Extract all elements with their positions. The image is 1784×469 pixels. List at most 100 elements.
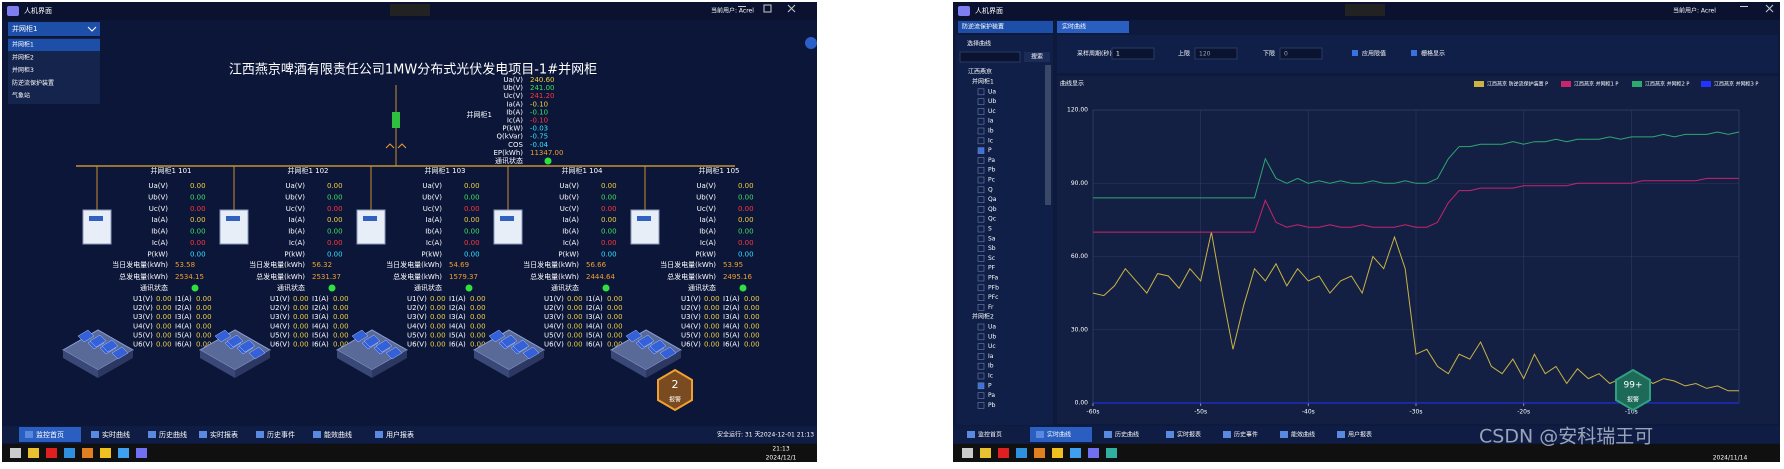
- checkbox[interactable]: [977, 392, 985, 399]
- tab-icon[interactable]: [1223, 431, 1231, 438]
- tab-icon[interactable]: [967, 431, 975, 438]
- tab-icon[interactable]: [313, 431, 321, 438]
- upper-input[interactable]: [1194, 47, 1238, 60]
- checkbox[interactable]: [977, 284, 985, 292]
- checkbox[interactable]: [977, 215, 985, 223]
- taskbar-icon[interactable]: [118, 448, 129, 458]
- checkbox[interactable]: [977, 206, 985, 213]
- tab-icon[interactable]: [1337, 431, 1345, 438]
- close[interactable]: [787, 4, 796, 13]
- checkbox[interactable]: [977, 88, 985, 96]
- string-voltage-value: 0.00: [156, 322, 172, 330]
- checkbox[interactable]: [977, 225, 985, 233]
- checkbox[interactable]: [977, 117, 985, 125]
- string-voltage-value: 0.00: [293, 304, 309, 312]
- alarm-badge[interactable]: [1615, 368, 1651, 412]
- search-box[interactable]: [959, 51, 1021, 63]
- checkbox[interactable]: [977, 245, 985, 252]
- maximize[interactable]: [763, 4, 772, 13]
- tree-item: Ib: [988, 128, 994, 135]
- taskbar-icon[interactable]: [1034, 448, 1045, 458]
- checkbox[interactable]: [977, 274, 985, 282]
- taskbar-icon[interactable]: [82, 448, 93, 458]
- taskbar-icon[interactable]: [100, 448, 111, 458]
- taskbar-icon[interactable]: [1106, 448, 1117, 458]
- y-tick-label: 60.00: [1071, 253, 1088, 260]
- taskbar-icon[interactable]: [10, 448, 21, 458]
- checkbox[interactable]: [977, 382, 985, 390]
- checkbox[interactable]: [977, 166, 985, 174]
- taskbar-icon[interactable]: [28, 448, 39, 458]
- total-energy-value: 2531.37: [312, 273, 341, 281]
- tab[interactable]: [1057, 21, 1129, 33]
- taskbar-icon[interactable]: [136, 448, 147, 458]
- tree-item: Uc: [988, 343, 996, 350]
- checkbox[interactable]: [977, 255, 985, 262]
- period-select[interactable]: [1111, 47, 1155, 60]
- taskbar-icon[interactable]: [1016, 448, 1027, 458]
- string-voltage-label: U3(V): [407, 313, 427, 321]
- checkbox[interactable]: [977, 108, 985, 115]
- string-voltage-label: U5(V): [681, 331, 701, 339]
- series-line: [1093, 131, 1740, 199]
- tree-item: P: [988, 147, 992, 154]
- tab-icon[interactable]: [256, 431, 264, 438]
- checkbox[interactable]: [977, 304, 985, 311]
- taskbar-icon[interactable]: [46, 448, 57, 458]
- checkbox[interactable]: [977, 264, 985, 272]
- checkbox[interactable]: [977, 147, 985, 154]
- checkbox[interactable]: [977, 137, 985, 145]
- tab-icon[interactable]: [25, 431, 33, 438]
- checkbox[interactable]: [977, 186, 985, 194]
- dropdown[interactable]: [958, 21, 1053, 33]
- dropdown[interactable]: [8, 22, 100, 36]
- checkbox[interactable]: [977, 343, 985, 350]
- tab-icon[interactable]: [1280, 431, 1288, 438]
- minimize[interactable]: [738, 6, 746, 7]
- toolbar: [390, 4, 430, 16]
- tab-icon[interactable]: [148, 431, 156, 438]
- checkbox[interactable]: [977, 372, 985, 380]
- string-current-label: I1(A): [449, 295, 466, 303]
- tab-icon[interactable]: [199, 431, 207, 438]
- reading-label: Ic(A): [563, 239, 579, 247]
- taskbar-icon[interactable]: [64, 448, 75, 458]
- checkbox[interactable]: [1411, 50, 1417, 56]
- reading-value: 0.00: [464, 239, 480, 247]
- search-button[interactable]: [1024, 52, 1050, 62]
- scrollbar[interactable]: [1045, 65, 1051, 205]
- minimize[interactable]: [1740, 6, 1748, 7]
- collapse-button[interactable]: [805, 37, 817, 49]
- close[interactable]: [1765, 4, 1774, 13]
- x-tick-label: -40s: [1302, 409, 1315, 416]
- string-current-label: I2(A): [449, 304, 466, 312]
- checkbox[interactable]: [977, 176, 985, 184]
- taskbar-icon[interactable]: [998, 448, 1009, 458]
- checkbox[interactable]: [977, 98, 985, 105]
- checkbox[interactable]: [977, 353, 985, 360]
- tab-icon[interactable]: [1166, 431, 1174, 438]
- checkbox[interactable]: [977, 157, 985, 164]
- checkbox[interactable]: [977, 402, 985, 409]
- checkbox[interactable]: [977, 235, 985, 243]
- tab-icon[interactable]: [375, 431, 383, 438]
- checkbox[interactable]: [977, 294, 985, 301]
- checkbox[interactable]: [977, 323, 985, 331]
- taskbar-icon[interactable]: [980, 448, 991, 458]
- tab-icon[interactable]: [1104, 431, 1112, 438]
- taskbar-icon[interactable]: [962, 448, 973, 458]
- reading-label: Ua(V): [559, 182, 579, 190]
- tab-icon[interactable]: [91, 431, 99, 438]
- lower-input[interactable]: [1279, 47, 1323, 60]
- taskbar-icon[interactable]: [1052, 448, 1063, 458]
- taskbar-icon[interactable]: [1070, 448, 1081, 458]
- checkbox[interactable]: [1352, 50, 1358, 56]
- checkbox[interactable]: [977, 127, 985, 135]
- checkbox[interactable]: [977, 362, 985, 370]
- reading-value: 0.00: [190, 228, 206, 236]
- tab-icon[interactable]: [1036, 431, 1044, 438]
- checkbox[interactable]: [977, 333, 985, 341]
- alarm-badge[interactable]: [657, 368, 693, 412]
- checkbox[interactable]: [977, 196, 985, 203]
- taskbar-icon[interactable]: [1088, 448, 1099, 458]
